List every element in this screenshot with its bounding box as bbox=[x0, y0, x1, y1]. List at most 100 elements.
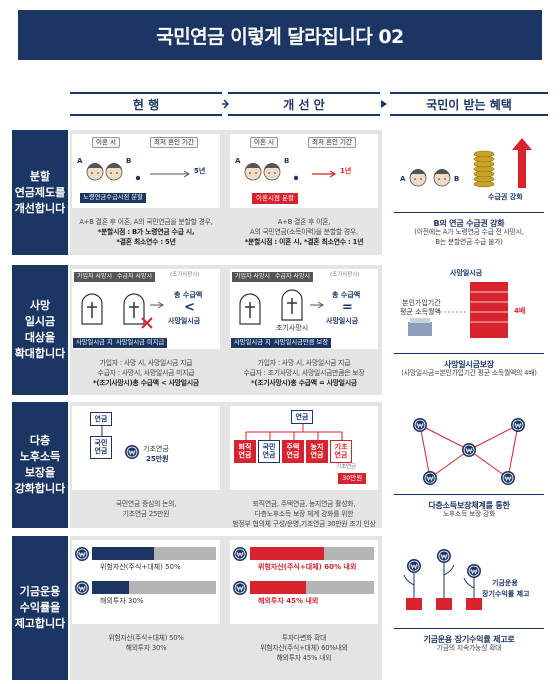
figure-label: 연금 bbox=[90, 412, 112, 427]
figure-label: 사망일시금 미지급 bbox=[113, 338, 168, 349]
description-line: (사망일시금=본인가입기간 평균 소득월액의 4배) bbox=[401, 369, 537, 377]
row-label-line: 제고합니다 bbox=[14, 617, 66, 630]
bar bbox=[92, 581, 130, 594]
bar bbox=[250, 581, 306, 594]
description-line: *분할시점 : 이혼 시, *결혼 최소연수 : 1년 bbox=[244, 238, 364, 246]
figure-label: 조기사망시 bbox=[276, 324, 309, 332]
figure-label: 사망일시금 bbox=[450, 269, 483, 277]
figure-label: 이혼 시 bbox=[92, 137, 121, 148]
bar bbox=[92, 547, 154, 560]
row-label-line: 일시금 bbox=[24, 315, 56, 328]
arrow bbox=[150, 170, 190, 178]
row-label-bg bbox=[12, 265, 68, 395]
description-line: 투자다변화 확대 bbox=[281, 634, 327, 642]
flow-arrow bbox=[381, 100, 387, 108]
row-label-line: 보장을 bbox=[24, 466, 56, 479]
figure-label: (조기사망시) bbox=[170, 272, 200, 278]
figure-label: B bbox=[284, 157, 290, 165]
figure-label: 이혼 시 bbox=[250, 137, 279, 148]
row-label-bg bbox=[12, 402, 68, 528]
figure-label: 기초연금 bbox=[143, 445, 169, 453]
benefit-divider bbox=[394, 494, 544, 495]
row-label: 분할 연금제도를 개선합니다 bbox=[12, 130, 68, 255]
flow-arrow bbox=[222, 99, 230, 109]
figure-label: 사망일시금만큼 보장 bbox=[271, 338, 332, 349]
money-stack bbox=[408, 318, 432, 336]
description-line: 수급자 : 조기사망시, 사망일시금만큼은 보장 bbox=[243, 369, 365, 377]
figure-label: 국민연금 bbox=[258, 440, 280, 463]
row-label-line: 연금제도를 bbox=[14, 185, 66, 199]
figure-label: 퇴직연금 bbox=[234, 440, 256, 463]
figure-label: B bbox=[126, 157, 132, 165]
description-line: 해외투자 45% 내외 bbox=[276, 654, 332, 662]
figure-label: 수급권 강화 bbox=[488, 193, 523, 201]
row-label-line: 개선합니다 bbox=[14, 201, 66, 215]
figure-label: 가입자 사망시 bbox=[232, 272, 274, 282]
description-line: B는 분할연금 수급 불가) bbox=[435, 238, 503, 246]
description-line: 범정부 협의체 구성/운영,기초연금 30만원 조기 인상 bbox=[232, 520, 376, 528]
figure-label: < bbox=[184, 300, 195, 315]
description-line: 노후소득 보장 강화 bbox=[442, 510, 496, 518]
connector bbox=[245, 424, 343, 440]
cross-mark bbox=[141, 317, 153, 329]
description-line: 기금의 지속가능성 확대 bbox=[436, 644, 502, 652]
figure-label: 기금운용 bbox=[492, 579, 518, 587]
figure-label: 30만원 bbox=[338, 473, 367, 484]
row-label-line: 노후소득 bbox=[19, 450, 61, 463]
bar bbox=[250, 547, 325, 560]
arrow bbox=[312, 170, 337, 178]
description-line: 기금운용 장기수익률 제고로 bbox=[423, 635, 515, 644]
figure-label: = bbox=[342, 300, 353, 315]
column-header: 현 행 bbox=[70, 92, 222, 116]
row-label-bg bbox=[12, 130, 68, 255]
figure-label: (조기사망시) bbox=[330, 272, 360, 278]
figure-label: 1년 bbox=[340, 167, 352, 175]
figure-label: 사망일시금 bbox=[168, 317, 201, 325]
figure-label: 사망일시금 bbox=[326, 317, 359, 325]
description-line: A의 국민연금(소득이력)을 분할할 경우, bbox=[250, 228, 358, 236]
description-line: 위험자산(주식+대체) 60%내외 bbox=[260, 644, 348, 652]
figure-label: 기초연금 bbox=[336, 464, 357, 470]
figure-label: 수급자 사망시 bbox=[114, 272, 156, 282]
column-header: 국민이 받는 혜택 bbox=[390, 92, 548, 116]
figure-label: 주택연금 bbox=[282, 440, 304, 463]
description-line: A+B 결혼 후 이혼, bbox=[277, 218, 331, 226]
bar-label: 위험자산(주식+대체) 60% 내외 bbox=[258, 563, 357, 571]
description-line: 다층노후소득 보장 체계 강화를 위한 bbox=[254, 510, 354, 518]
description-line: 해외투자 30% bbox=[125, 644, 167, 652]
row-label-line: 다층 bbox=[29, 434, 51, 447]
figure-label: 노령연금수급시점 분할 bbox=[80, 193, 146, 204]
description-line: 다층소득보장체계를 통한 bbox=[428, 501, 510, 510]
bar-track bbox=[250, 581, 374, 594]
tall-stack bbox=[470, 282, 508, 338]
row-label-line: 확대합니다 bbox=[14, 347, 66, 360]
bar-label: 해외투자 30% bbox=[100, 597, 144, 605]
bar-track bbox=[92, 581, 216, 594]
figure-label: 총 수급액 bbox=[174, 291, 203, 299]
row-label: 기금운용 수익률을 제고합니다 bbox=[12, 536, 68, 680]
pot bbox=[466, 598, 482, 610]
figure-label: 이혼시점 분할 bbox=[252, 193, 298, 204]
separator bbox=[135, 175, 141, 181]
figure-label: 4배 bbox=[514, 307, 526, 315]
description-line: *결혼 최소연수 : 5년 bbox=[116, 238, 176, 246]
row-label: 다층 노후소득 보장을 강화합니다 bbox=[12, 402, 68, 528]
row-label-line: 기금운용 bbox=[19, 585, 61, 598]
description-line: (이전에는 A가 노령연금 수급 전 사망시, bbox=[414, 228, 524, 236]
title: 국민연금 이렇게 달라집니다 02 bbox=[18, 10, 542, 60]
coin-stack bbox=[473, 150, 495, 188]
column-header: 개 선 안 bbox=[228, 92, 380, 116]
description-line: 국민연금 중심의 논의, bbox=[115, 500, 177, 508]
network-lines bbox=[419, 424, 519, 479]
figure-label: A bbox=[235, 157, 241, 165]
description-line: *(조기사망시)총 수급액 < 사망일시금 bbox=[93, 379, 199, 387]
description-line: *(조기사망시)총 수급액 = 사망일시금 bbox=[251, 379, 357, 387]
description-line: 위험자산(주식+대체) 50% bbox=[108, 634, 184, 642]
bar-track bbox=[92, 547, 216, 560]
description-line: 사망일시금보장 bbox=[443, 360, 495, 369]
description-line: 기초연금 25만원 bbox=[122, 510, 170, 518]
description-line: 가입자 : 사망 시, 사망일시금 지급 bbox=[257, 359, 351, 367]
separator bbox=[293, 175, 299, 181]
description-line: *분할시점 : B가 노령연금 수급 시, bbox=[97, 228, 195, 236]
